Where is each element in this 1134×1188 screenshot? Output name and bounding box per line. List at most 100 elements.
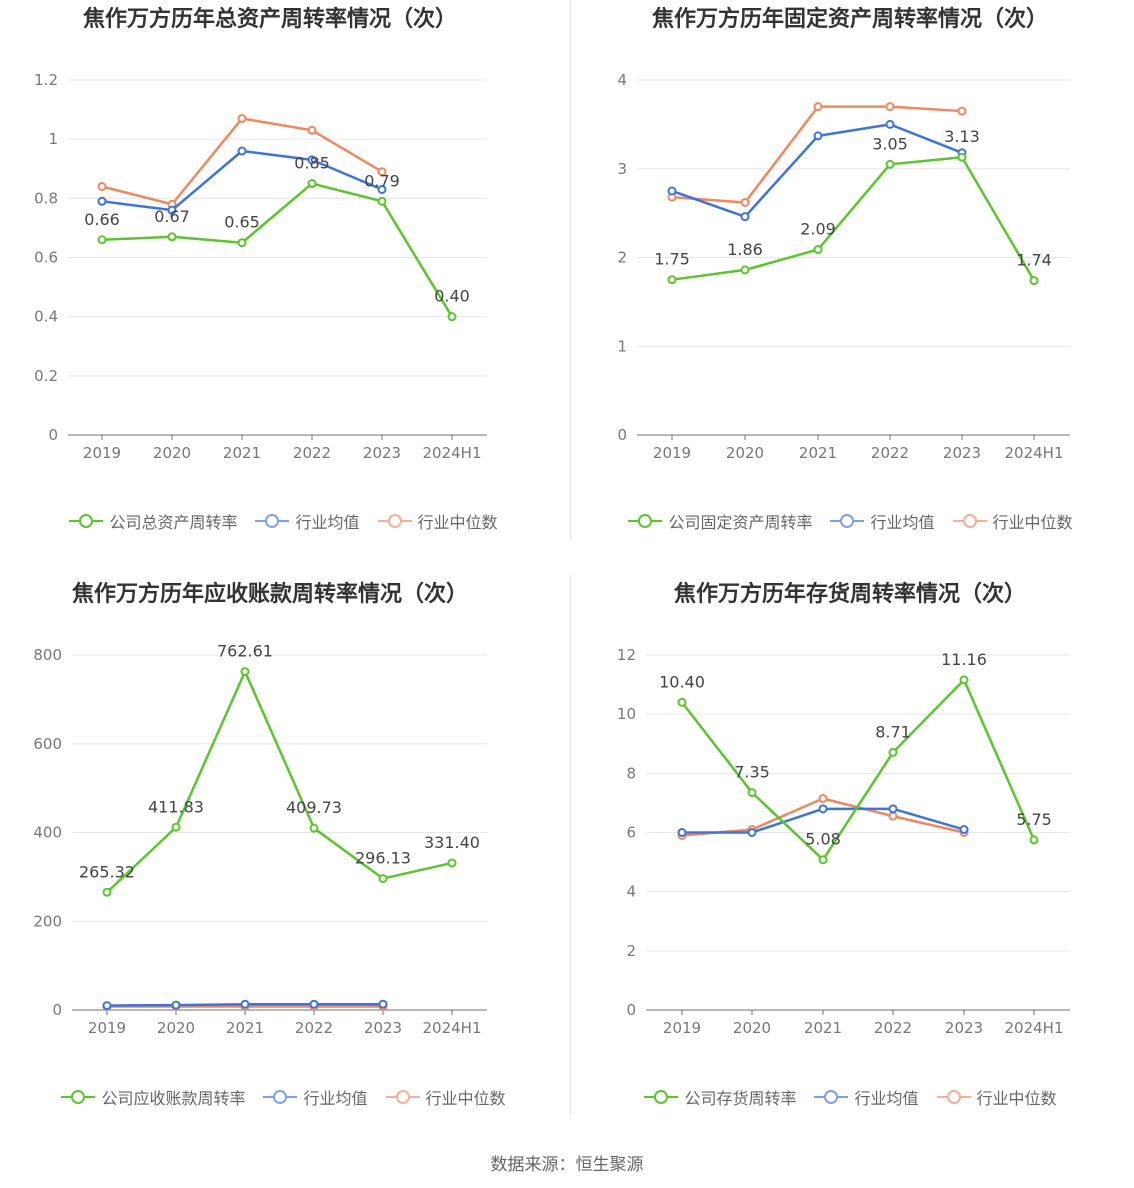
industry-average-series-point[interactable] [740, 212, 750, 222]
legend-label: 公司应收账款周转率 [101, 1089, 246, 1108]
x-tick-label: 2020 [733, 1019, 771, 1037]
vertical-divider-top [570, 0, 571, 540]
data-label: 2.09 [800, 220, 836, 239]
company-series-point[interactable] [240, 667, 250, 677]
chart-svg: 焦作万方历年总资产周转率情况（次） 0 0.2 0.4 0.6 0.8 1 1.2 2019 20… [34, 6, 487, 462]
industry-median-series-point[interactable] [97, 182, 107, 191]
industry-average-series-point[interactable] [240, 999, 250, 1009]
industry-average-series-point[interactable] [677, 828, 687, 837]
data-label: 3.05 [872, 134, 908, 153]
x-tick-label: 2019 [88, 1019, 126, 1037]
data-label: 8.71 [875, 722, 911, 741]
x-tick-label: 2023 [364, 1019, 402, 1037]
x-tick-label: 2022 [293, 444, 331, 462]
company-series-point[interactable] [959, 675, 969, 685]
company-series-point[interactable] [378, 874, 388, 884]
legend-item-industry-median-series[interactable]: 行业中位数 [936, 1085, 1057, 1109]
y-tick-label: 0 [617, 426, 627, 444]
company-series-point[interactable] [171, 822, 181, 832]
company-series-point[interactable] [309, 823, 319, 833]
industry-median-series-point[interactable] [818, 793, 828, 803]
industry-median-series-point[interactable] [885, 102, 895, 112]
industry-average-series-point[interactable] [307, 155, 317, 165]
company-series-point[interactable] [888, 747, 898, 757]
data-label: 5.75 [1016, 810, 1052, 829]
industry-average-series-point[interactable] [167, 205, 177, 215]
chart-title: 焦作万方历年存货周转率情况（次） [673, 581, 1026, 607]
data-label: 0.65 [224, 213, 260, 232]
company-series-point[interactable] [818, 855, 828, 865]
x-tick-label: 2019 [653, 444, 691, 462]
industry-average-series-point[interactable] [818, 804, 828, 814]
company-series-point[interactable] [957, 152, 967, 162]
industry-median-series-point[interactable] [307, 125, 317, 135]
industry-median-series-point[interactable] [888, 811, 898, 821]
chart-title: 焦作万方历年应收账款周转率情况（次） [71, 581, 468, 607]
x-tick-label: 2023 [363, 444, 401, 462]
industry-median-series-point[interactable] [377, 167, 387, 177]
legend-item-company-series[interactable]: 公司应收账款周转率 [61, 1085, 245, 1109]
industry-average-series-point[interactable] [378, 999, 388, 1009]
industry-average-series-point[interactable] [888, 804, 898, 814]
company-series-point[interactable] [667, 275, 677, 285]
company-series-point[interactable] [97, 235, 107, 245]
x-tick-label: 2023 [943, 444, 981, 462]
company-series-point[interactable] [237, 238, 247, 248]
industry-average-series-point[interactable] [237, 146, 247, 156]
legend-item-industry-median-series[interactable]: 行业中位数 [385, 1085, 506, 1109]
company-series-point[interactable] [677, 697, 687, 707]
company-series-point[interactable] [447, 858, 457, 868]
industry-average-series-point[interactable] [97, 196, 107, 206]
x-tick-label: 2024H1 [423, 1019, 482, 1037]
company-series-point[interactable] [307, 179, 317, 189]
legend-item-industry-average-series[interactable]: 行业均值 [263, 1085, 368, 1109]
company-series-point[interactable] [747, 788, 757, 798]
legend-item-industry-median-series[interactable]: 行业中位数 [377, 509, 498, 533]
legend-item-company-series[interactable]: 公司总资产周转率 [69, 509, 237, 533]
legend-line-circle-icon [952, 511, 987, 531]
legend-line-circle-icon [263, 1087, 298, 1107]
industry-average-series-point[interactable] [747, 828, 757, 837]
company-series-point[interactable] [813, 245, 823, 255]
industry-median-series-point[interactable] [957, 106, 967, 116]
legend-item-company-series[interactable]: 公司固定资产周转率 [628, 509, 812, 533]
company-series-point[interactable] [885, 159, 895, 169]
legend-item-company-series[interactable]: 公司存货周转率 [644, 1085, 796, 1109]
industry-average-series-point[interactable] [309, 999, 319, 1009]
x-tick-label: 2024H1 [1005, 444, 1064, 462]
y-tick-label: 200 [33, 912, 62, 930]
legend-line-circle-icon [644, 1087, 679, 1107]
industry-average-series-point[interactable] [813, 131, 823, 141]
industry-median-series-point[interactable] [813, 102, 823, 112]
x-tick-label: 2023 [945, 1019, 983, 1037]
x-tick-label: 2019 [663, 1019, 701, 1037]
x-tick-label: 2022 [874, 1019, 912, 1037]
industry-average-series-point[interactable] [377, 184, 387, 194]
y-tick-label: 4 [626, 883, 636, 901]
company-series-point[interactable] [1029, 276, 1039, 286]
company-series-point[interactable] [740, 265, 750, 275]
y-tick-label: 6 [626, 824, 636, 842]
company-series-point[interactable] [447, 312, 457, 322]
industry-average-series-point[interactable] [959, 825, 969, 835]
company-series-point[interactable] [377, 196, 387, 206]
y-tick-label: 1 [48, 130, 58, 148]
x-tick-label: 2020 [157, 1019, 195, 1037]
industry-average-series-point[interactable] [102, 1001, 112, 1011]
legend-item-industry-average-series[interactable]: 行业均值 [814, 1085, 919, 1109]
industry-average-series-point[interactable] [885, 119, 895, 129]
company-series-point[interactable] [102, 887, 112, 897]
legend-line-circle-icon [936, 1087, 971, 1107]
legend-item-industry-median-series[interactable]: 行业中位数 [952, 509, 1073, 533]
company-series-point[interactable] [167, 232, 177, 242]
industry-median-series-point[interactable] [740, 197, 750, 207]
industry-median-series-point[interactable] [237, 113, 247, 123]
y-tick-label: 12 [617, 646, 636, 664]
industry-average-series-point[interactable] [171, 1000, 181, 1010]
legend-item-industry-average-series[interactable]: 行业均值 [255, 509, 360, 533]
industry-average-series-point[interactable] [667, 186, 677, 196]
legend-item-industry-average-series[interactable]: 行业均值 [830, 509, 935, 533]
y-tick-label: 400 [33, 824, 62, 842]
company-series-point[interactable] [1029, 835, 1039, 845]
legend-line-circle-icon [377, 511, 412, 531]
